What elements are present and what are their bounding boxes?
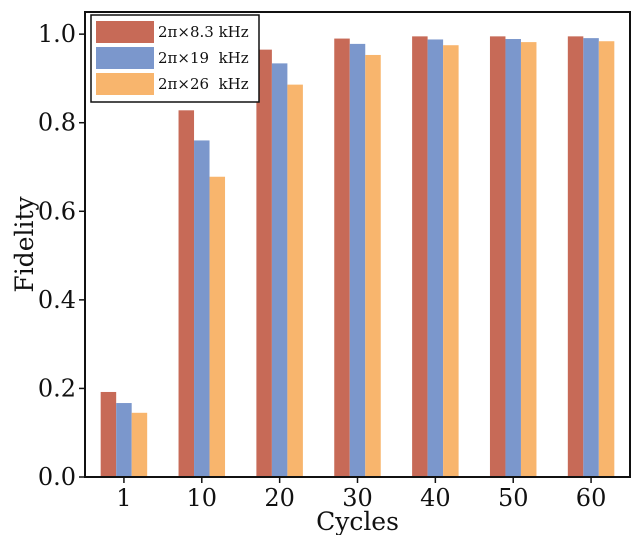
legend-swatch [96, 21, 154, 43]
x-tick-label: 60 [576, 484, 607, 512]
bar-2-30 [349, 43, 366, 477]
bar-3-20 [287, 84, 303, 477]
x-tick-label: 40 [420, 484, 451, 512]
legend-swatch [96, 47, 154, 69]
y-tick-label: 0.2 [38, 374, 76, 402]
bar-3-60 [598, 41, 615, 477]
y-tick-label: 1.0 [38, 20, 76, 48]
y-tick-label: 0.8 [38, 109, 76, 137]
bar-2-40 [427, 39, 444, 478]
bars-layer [100, 36, 615, 478]
x-axis-title: Cycles [316, 507, 399, 535]
legend-label: 2π×26 kHz [158, 75, 249, 93]
bar-2-50 [505, 39, 521, 477]
bar-1-60 [567, 36, 584, 478]
bar-1-30 [334, 38, 350, 477]
bar-3-10 [209, 176, 226, 478]
bar-2-1 [116, 403, 132, 477]
bar-1-50 [489, 36, 506, 478]
ticks-layer: 1 10 20 30 40 50 60 0.0 0.2 0.4 0.6 0.8 1.0 [38, 20, 607, 512]
bar-2-20 [271, 63, 288, 478]
bar-3-40 [443, 45, 459, 478]
legend-label: 2π×19 kHz [158, 49, 249, 67]
bar-2-60 [583, 38, 599, 477]
legend-swatch [96, 73, 154, 95]
x-tick-label: 10 [187, 484, 218, 512]
legend-label: 2π×8.3 kHz [158, 23, 249, 41]
y-tick-label: 0.4 [38, 286, 76, 314]
bar-1-10 [178, 110, 195, 477]
x-tick-label: 50 [498, 484, 529, 512]
bar-2-10 [194, 140, 210, 477]
y-axis-title: Fidelity [10, 195, 39, 292]
bar-3-50 [520, 42, 537, 478]
x-tick-label: 20 [264, 484, 295, 512]
y-tick-label: 0.6 [38, 197, 76, 225]
bar-1-40 [412, 36, 428, 478]
bar-1-1 [100, 391, 117, 477]
x-tick-label: 30 [342, 484, 373, 512]
bar-1-20 [256, 49, 272, 477]
bar-3-1 [131, 412, 148, 477]
bar-3-30 [365, 54, 381, 478]
legend: 2π×8.3 kHz 2π×19 kHz 2π×26 kHz [90, 14, 260, 103]
y-tick-label: 0.0 [38, 463, 76, 491]
x-tick-label: 1 [116, 484, 131, 512]
